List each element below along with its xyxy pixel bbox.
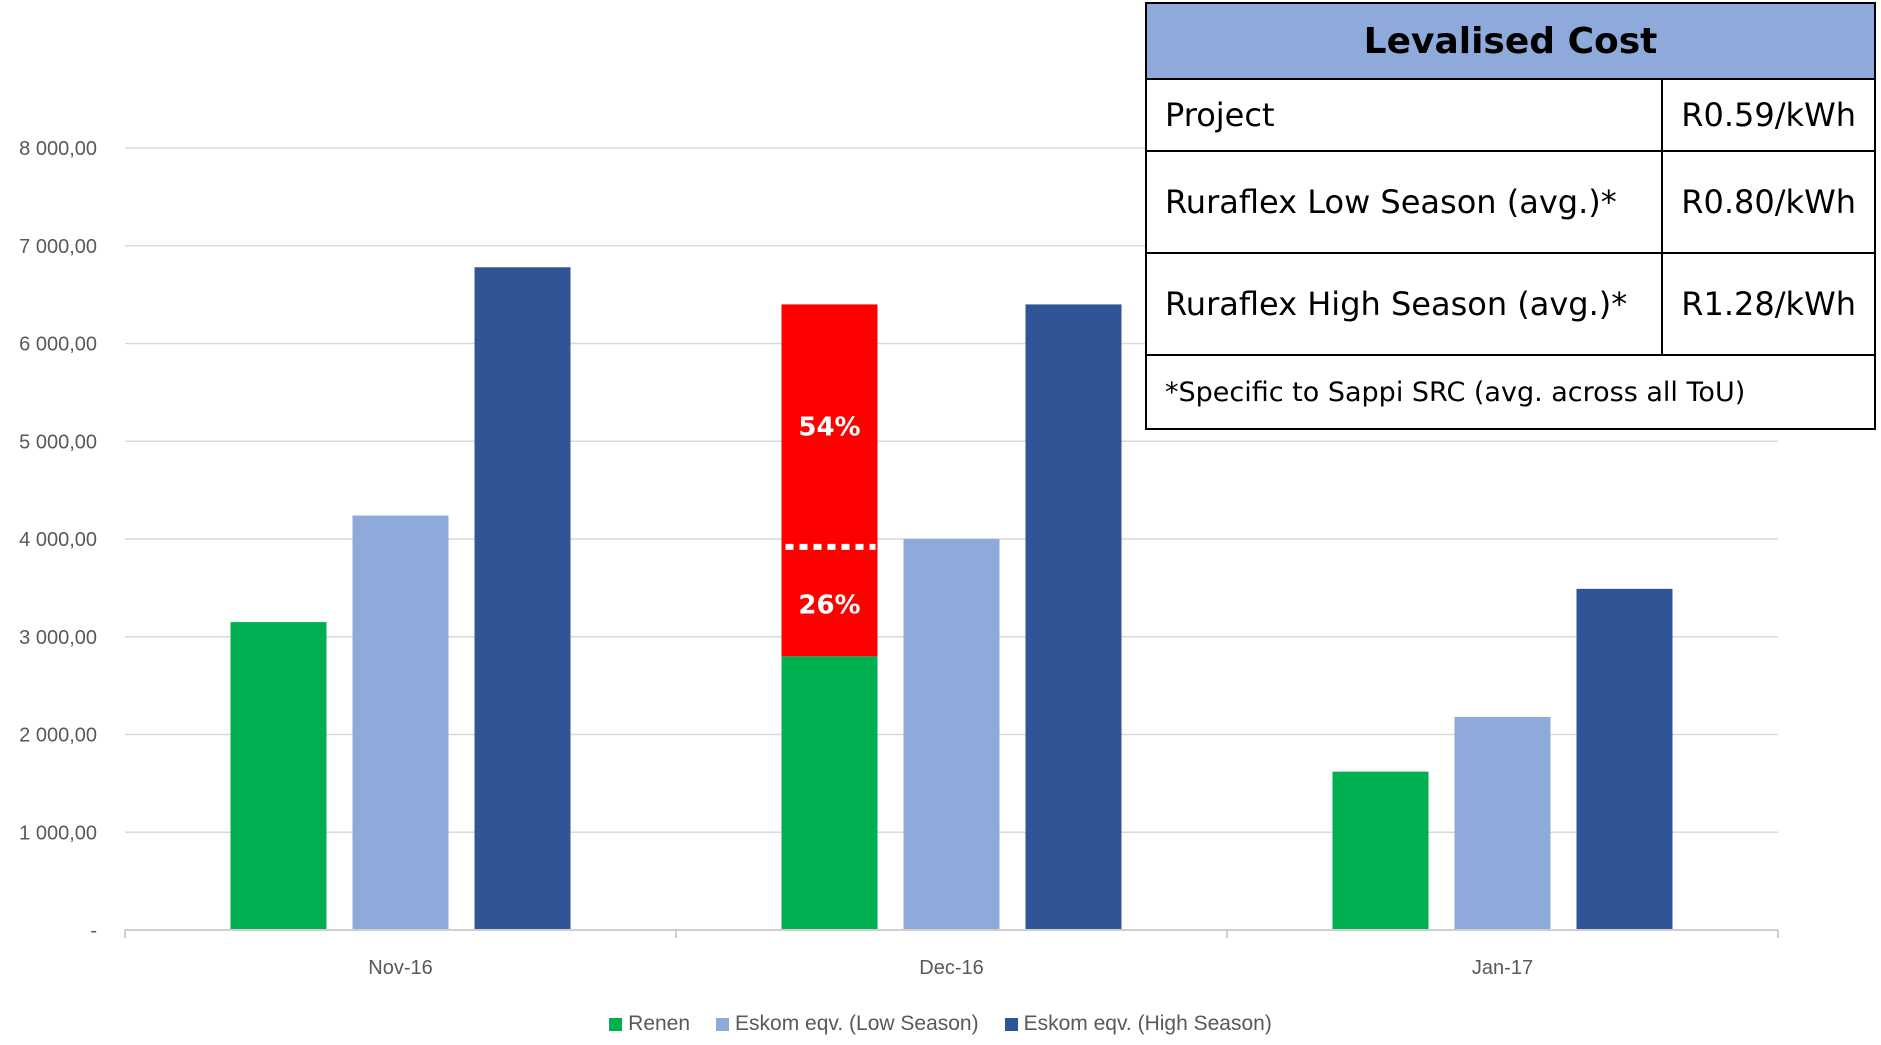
legend-swatch [1004, 1017, 1018, 1031]
row-value: R0.80/kWh [1661, 150, 1876, 254]
row-value: R0.59/kWh [1661, 78, 1876, 152]
bar [1025, 304, 1122, 929]
legend-item-low-season: Eskom eqv. (Low Season) [716, 1012, 979, 1036]
y-tick-label: 2 000,00 [19, 725, 97, 747]
bar [1332, 771, 1429, 929]
table-note-row: *Specific to Sappi SRC (avg. across all … [1145, 354, 1876, 430]
bar [1454, 716, 1551, 929]
y-tick-label: 8 000,00 [19, 138, 97, 160]
bar [230, 622, 327, 929]
bar [1576, 588, 1673, 929]
savings-overlay: 54% 26% [781, 304, 878, 657]
bars [230, 267, 1673, 929]
savings-percent-label: 54% [798, 413, 860, 443]
y-tick-label: 5 000,00 [19, 431, 97, 453]
y-tick-label: 7 000,00 [19, 236, 97, 258]
x-tick-label: Jan-17 [1472, 957, 1533, 979]
bar [903, 539, 1000, 929]
row-value: R1.28/kWh [1661, 252, 1876, 356]
legend-label: Eskom eqv. (Low Season) [735, 1012, 979, 1035]
y-tick-label: 1 000,00 [19, 822, 97, 844]
row-label: Ruraflex Low Season (avg.)* [1144, 150, 1664, 254]
x-tick-label: Dec-16 [919, 957, 983, 979]
bar [474, 267, 571, 929]
legend-label: Eskom eqv. (High Season) [1023, 1012, 1272, 1035]
legend-swatch [609, 1017, 623, 1031]
bar [352, 515, 449, 929]
row-label: Project [1144, 78, 1664, 152]
levalised-cost-table: Levalised Cost Project R0.59/kWh Rurafle… [1144, 2, 1876, 430]
x-tick-label: Nov-16 [368, 957, 432, 979]
savings-bar [781, 304, 878, 657]
y-axis-ticks: - 1 000,00 2 000,00 3 000,00 4 000,00 5 000,0… [19, 138, 97, 942]
table-title: Levalised Cost [1145, 2, 1876, 80]
legend: Renen Eskom eqv. (Low Season) Eskom eqv.… [0, 1012, 1881, 1036]
x-axis: Nov-16 Dec-16 Jan-17 [124, 929, 1779, 979]
legend-label: Renen [628, 1012, 691, 1035]
table-row: Ruraflex Low Season (avg.)* R0.80/kWh [1144, 150, 1876, 254]
y-tick-label: 4 000,00 [19, 529, 97, 551]
legend-item-high-season: Eskom eqv. (High Season) [1004, 1012, 1272, 1036]
savings-percent-label: 26% [798, 590, 860, 620]
y-tick-label: 3 000,00 [19, 627, 97, 649]
legend-swatch [716, 1017, 730, 1031]
y-tick-label: 6 000,00 [19, 334, 97, 356]
table-row: Ruraflex High Season (avg.)* R1.28/kWh [1144, 252, 1876, 356]
table-row: Project R0.59/kWh [1144, 78, 1876, 152]
legend-item-renen: Renen [609, 1012, 690, 1036]
row-label: Ruraflex High Season (avg.)* [1144, 252, 1664, 356]
y-tick-label: - [90, 920, 97, 942]
table-note: *Specific to Sappi SRC (avg. across all … [1145, 354, 1876, 430]
bar [781, 656, 878, 929]
